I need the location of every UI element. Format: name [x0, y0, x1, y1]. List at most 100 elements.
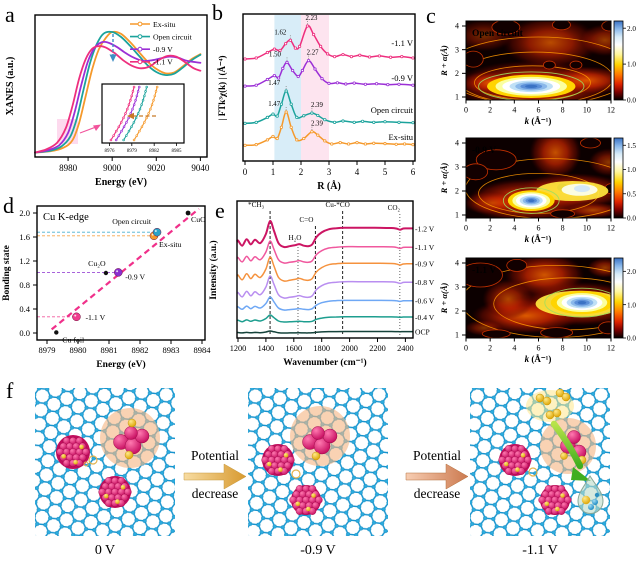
svg-text:1.2: 1.2 [19, 256, 30, 266]
svg-text:0: 0 [243, 167, 248, 177]
e-ylabel: Intensity (a.u.) [208, 240, 219, 299]
svg-text:0.0: 0.0 [19, 328, 30, 338]
legend-item-label: Ex-situ [153, 20, 176, 29]
svg-text:2200: 2200 [369, 344, 386, 353]
svg-text:2: 2 [488, 106, 492, 115]
data-point-Cu foil [54, 330, 59, 335]
voltage-label: -0.8 V [415, 278, 435, 287]
svg-text:1200: 1200 [230, 344, 247, 353]
panel-f-structure-schematic: Potential decrease Potential decrease 0 … [0, 345, 640, 564]
colorbar [613, 137, 624, 219]
peak-annotation: 2.39 [311, 121, 323, 128]
exafs-curve--1.1 V [244, 24, 414, 60]
svg-text:8976: 8976 [104, 149, 115, 154]
heatmap-title: -0.9 V [472, 146, 496, 156]
panel-letter-d: d [3, 193, 14, 218]
c-ylabel: R + α(Å) [439, 162, 449, 194]
svg-text:3: 3 [455, 45, 459, 54]
c-xlabel: k (Å⁻¹) [525, 354, 552, 364]
svg-text:1: 1 [455, 331, 459, 340]
voltage-label: -0.9 V [415, 260, 435, 269]
svg-text:2000: 2000 [341, 344, 358, 353]
series-label: Ex-situ [388, 132, 413, 142]
release-arrow [550, 420, 584, 470]
svg-text:0.8: 0.8 [19, 280, 30, 290]
panel-letter-e: e [215, 198, 225, 223]
svg-text:0.4: 0.4 [19, 304, 30, 314]
species-label: Cu-*CO [325, 201, 349, 209]
data-point--0.9 V [114, 268, 123, 277]
svg-text:2: 2 [455, 307, 459, 316]
svg-text:6: 6 [537, 344, 541, 353]
potential-decrease-arrow-1 [183, 463, 247, 490]
structure-scene-0 [35, 388, 175, 536]
panel-letter-f: f [6, 378, 14, 403]
voltage-label: -1.1 V [415, 243, 435, 252]
voltage-label: -0.6 V [415, 297, 435, 306]
d-xlabel: Energy (eV) [96, 359, 145, 370]
ftir-curve--1.1 V [236, 240, 413, 264]
svg-text:2: 2 [455, 69, 459, 78]
svg-text:2400: 2400 [397, 344, 414, 353]
svg-text:5: 5 [383, 167, 388, 177]
svg-text:1: 1 [455, 211, 459, 220]
ftir-curve-OCP [236, 330, 413, 334]
ftir-curve--0.6 V [236, 296, 413, 311]
svg-text:8985: 8985 [172, 149, 183, 154]
legend-item-label: -1.1 V [153, 58, 173, 67]
svg-text:1.5: 1.5 [627, 142, 636, 150]
svg-text:8: 8 [561, 344, 565, 353]
panel-b-ft-exafs-plot: -1.1 V 1.62 2.23 -0.9 V 1.50 2.27 Open circuit… [217, 13, 416, 192]
shaded-band [301, 15, 329, 160]
point-label: Ex-situ [159, 240, 182, 249]
voltage-label: OCP [415, 328, 430, 337]
panel-a-xanes-plot: 8980 9000 9020 9040 Energy (eV) XANES (a.u.) E… [5, 14, 210, 188]
svg-text:6: 6 [537, 224, 541, 233]
svg-text:12: 12 [607, 344, 615, 353]
heatmap--0.9 V [466, 138, 611, 218]
series-label: -1.1 V [391, 38, 413, 48]
svg-text:4: 4 [355, 167, 360, 177]
svg-text:6: 6 [537, 106, 541, 115]
point-label: Open circuit [112, 217, 152, 226]
peak-annotation: 1.47 [268, 101, 280, 108]
peak-annotation: 1.50 [269, 51, 281, 58]
svg-text:1400: 1400 [258, 344, 275, 353]
ftir-curve--1.2 V [236, 220, 413, 249]
point-label: -0.9 V [125, 272, 145, 281]
ftir-curve--0.8 V [236, 275, 413, 299]
peak-annotation: 2.23 [305, 15, 317, 22]
species-label: CO₂ [388, 204, 401, 212]
data-point--1.1 V [72, 312, 81, 322]
a-ylabel: XANES (a.u.) [5, 57, 16, 116]
svg-text:2: 2 [488, 344, 492, 353]
svg-text:2.0: 2.0 [627, 268, 636, 276]
data-point-Cu₂O [103, 270, 109, 276]
svg-text:8979: 8979 [127, 149, 138, 154]
svg-text:1.0: 1.0 [627, 301, 636, 309]
svg-text:3: 3 [327, 167, 332, 177]
svg-text:9020: 9020 [147, 163, 166, 173]
peak-shift-arrow [109, 54, 117, 62]
ftir-curve--0.4 V [236, 314, 413, 323]
svg-text:0.0: 0.0 [627, 335, 636, 343]
arrow2-text-top: Potential [413, 448, 461, 463]
series-label: Open circuit [371, 105, 414, 115]
c-xlabel: k (Å⁻¹) [525, 234, 552, 244]
svg-text:8982: 8982 [149, 149, 160, 154]
c-ylabel: R + α(Å) [439, 282, 449, 314]
b-xlabel: R (Å) [317, 180, 341, 192]
structure-scene-1 [248, 388, 388, 536]
svg-text:2: 2 [455, 187, 459, 196]
svg-text:4: 4 [512, 344, 516, 353]
svg-text:10: 10 [583, 224, 591, 233]
svg-text:8981: 8981 [101, 345, 118, 355]
svg-text:0.5: 0.5 [627, 190, 636, 198]
svg-text:3: 3 [455, 163, 459, 172]
svg-text:1800: 1800 [313, 344, 330, 353]
svg-text:6: 6 [411, 167, 416, 177]
svg-text:9000: 9000 [103, 163, 122, 173]
svg-text:8: 8 [561, 106, 565, 115]
